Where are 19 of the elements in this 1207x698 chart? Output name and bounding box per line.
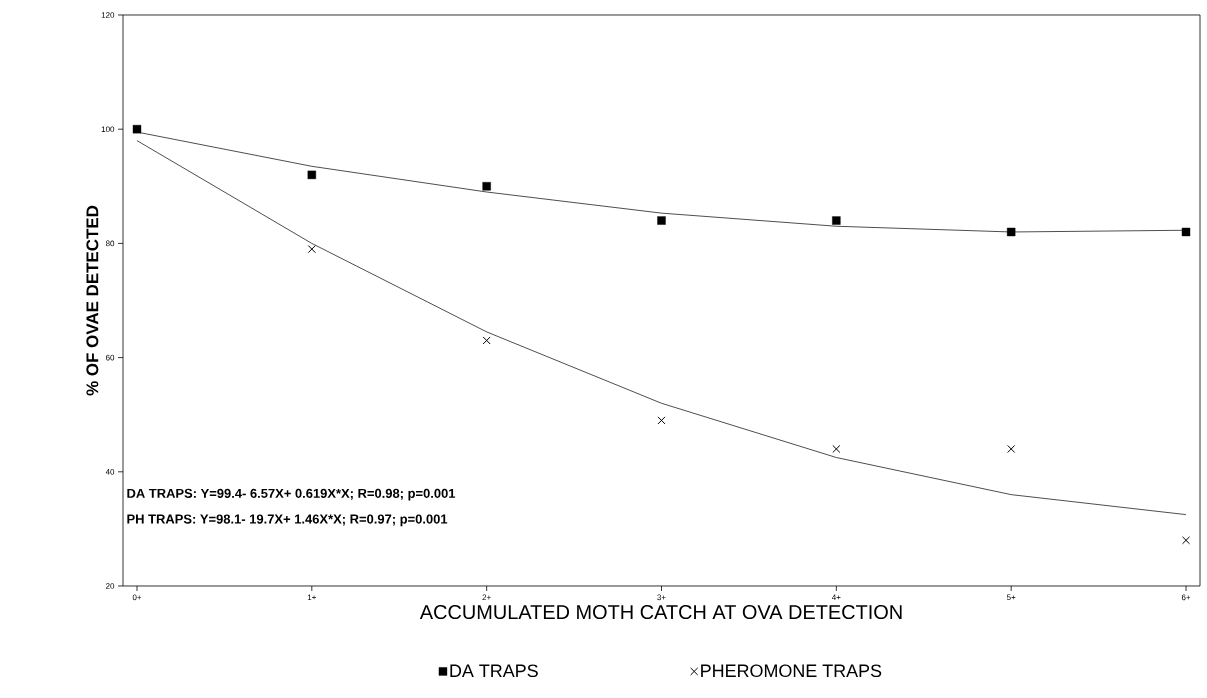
point <box>1006 227 1016 237</box>
point <box>482 182 491 191</box>
point <box>307 245 316 254</box>
point <box>832 216 841 225</box>
point <box>1007 444 1016 453</box>
annotation: DA TRAPS: Y=99.4- 6.57X+ 0.619X*X; R=0.98; p=0.001 <box>127 488 456 501</box>
point <box>657 416 666 425</box>
legend-label: PHEROMONE TRAPS <box>701 664 882 678</box>
legend-label: DA TRAPS <box>450 664 538 678</box>
y-axis-title: % OF OVAE DETECTED <box>86 205 99 396</box>
point <box>307 170 317 180</box>
point <box>1181 536 1191 545</box>
point <box>657 216 666 225</box>
point <box>482 336 491 345</box>
point <box>132 125 142 134</box>
annotation: PH TRAPS: Y=98.1- 19.7X+ 1.46X*X; R=0.97; p=0.001 <box>127 514 448 527</box>
point <box>832 444 841 453</box>
x-axis-title: ACCUMULATED MOTH CATCH AT OVA DETECTION <box>419 605 902 620</box>
point <box>1181 227 1191 237</box>
